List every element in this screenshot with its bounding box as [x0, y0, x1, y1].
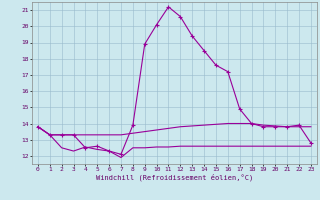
X-axis label: Windchill (Refroidissement éolien,°C): Windchill (Refroidissement éolien,°C): [96, 173, 253, 181]
